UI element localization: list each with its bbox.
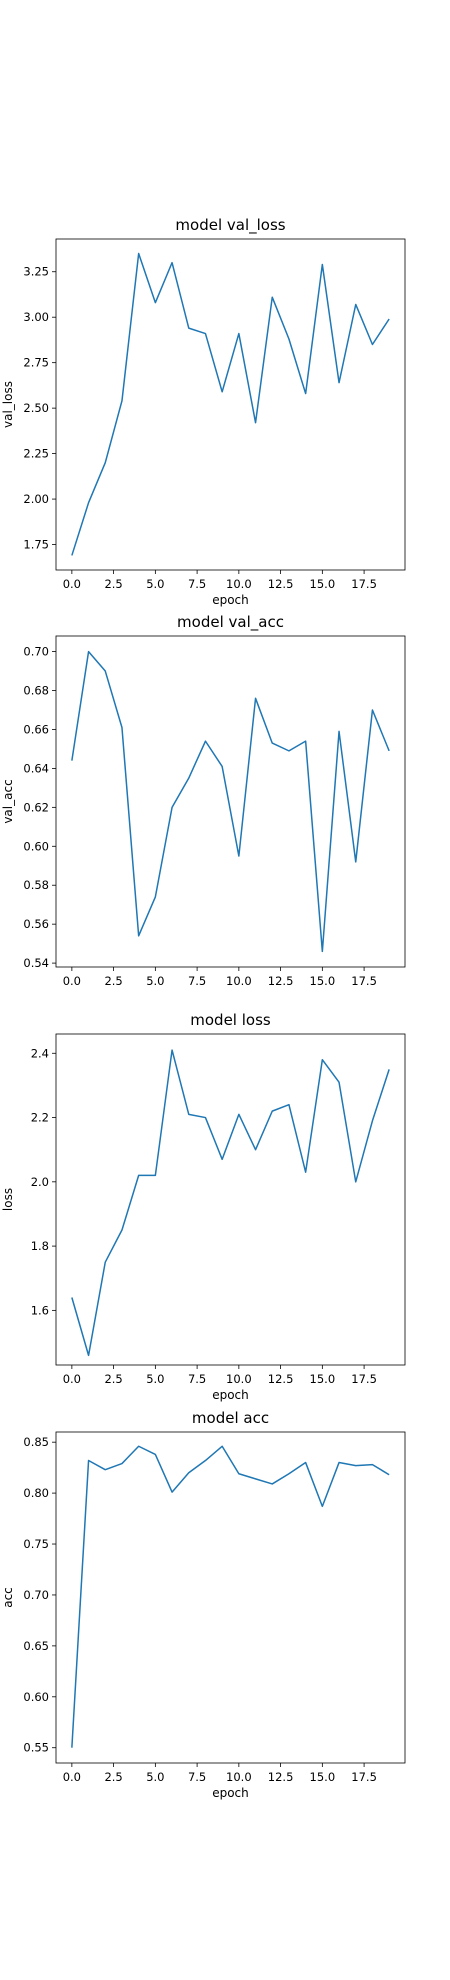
chart-title: model loss — [190, 1011, 271, 1029]
x-tick-label: 7.5 — [188, 1770, 206, 1784]
x-tick-label: 7.5 — [188, 1372, 206, 1386]
x-tick-label: 12.5 — [268, 577, 294, 591]
x-axis-label: epoch — [212, 1388, 249, 1402]
y-tick-label: 0.70 — [23, 645, 49, 659]
y-tick-label: 2.75 — [23, 356, 49, 370]
chart-2: 0.0 2.5 5.0 7.5 10.0 12.5 15.0 17.5 1.6 1.8 2.0 2.2… — [1, 1011, 406, 1402]
y-tick-label: 2.50 — [23, 401, 49, 415]
x-tick-label: 5.0 — [146, 974, 164, 988]
y-tick-label: 1.75 — [23, 538, 49, 552]
x-tick-label: 17.5 — [351, 974, 377, 988]
chart-3: 0.0 2.5 5.0 7.5 10.0 12.5 15.0 17.5 0.55 0.60 0.65… — [1, 1409, 406, 1800]
y-axis-label: val_loss — [1, 381, 15, 428]
series-line — [71, 1049, 390, 1357]
y-tick-label: 2.2 — [31, 1111, 49, 1125]
y-tick-label: 0.64 — [23, 761, 49, 775]
x-tick-label: 5.0 — [146, 577, 164, 591]
chart-title: model acc — [192, 1409, 269, 1427]
x-tick-label: 15.0 — [310, 1770, 336, 1784]
x-tick-label: 17.5 — [351, 1770, 377, 1784]
x-tick-label: 5.0 — [146, 1770, 164, 1784]
chart-1: 0.0 2.5 5.0 7.5 10.0 12.5 15.0 17.5 0.54 0.56 0.58… — [1, 613, 406, 988]
y-tick-label: 1.6 — [31, 1303, 49, 1317]
x-tick-label: 10.0 — [226, 1372, 252, 1386]
y-tick-label: 0.85 — [23, 1435, 49, 1449]
x-tick-label: 17.5 — [351, 577, 377, 591]
series-line — [71, 1445, 390, 1748]
series-line — [71, 650, 390, 953]
x-tick-label: 15.0 — [310, 577, 336, 591]
x-tick-label: 15.0 — [310, 1372, 336, 1386]
x-axis-label: epoch — [212, 593, 249, 607]
x-tick-label: 17.5 — [351, 1372, 377, 1386]
y-tick-label: 0.62 — [23, 800, 49, 814]
y-tick-label: 0.66 — [23, 722, 49, 736]
series-line — [71, 252, 390, 556]
x-tick-label: 0.0 — [63, 1770, 81, 1784]
chart-0: 0.0 2.5 5.0 7.5 10.0 12.5 15.0 17.5 1.75 2.00 2.25… — [1, 216, 406, 607]
y-tick-label: 0.55 — [23, 1741, 49, 1755]
x-tick-label: 2.5 — [104, 1372, 122, 1386]
y-tick-label: 2.4 — [31, 1046, 49, 1060]
x-tick-label: 5.0 — [146, 1372, 164, 1386]
x-tick-label: 15.0 — [310, 974, 336, 988]
x-tick-label: 12.5 — [268, 974, 294, 988]
y-tick-label: 2.00 — [23, 492, 49, 506]
x-tick-label: 10.0 — [226, 577, 252, 591]
plot-frame — [55, 238, 406, 571]
x-tick-label: 12.5 — [268, 1372, 294, 1386]
y-tick-label: 3.25 — [23, 265, 49, 279]
x-tick-label: 0.0 — [63, 577, 81, 591]
y-tick-label: 0.60 — [23, 1690, 49, 1704]
y-tick-label: 0.75 — [23, 1537, 49, 1551]
x-tick-label: 2.5 — [104, 1770, 122, 1784]
x-tick-label: 7.5 — [188, 577, 206, 591]
x-tick-label: 0.0 — [63, 974, 81, 988]
y-tick-label: 2.0 — [31, 1175, 49, 1189]
y-tick-label: 1.8 — [31, 1239, 49, 1253]
x-tick-label: 7.5 — [188, 974, 206, 988]
plot-frame — [55, 635, 406, 968]
y-tick-label: 0.80 — [23, 1486, 49, 1500]
y-tick-label: 3.00 — [23, 310, 49, 324]
x-tick-label: 10.0 — [226, 974, 252, 988]
x-tick-label: 2.5 — [104, 974, 122, 988]
plot-frame — [55, 1431, 406, 1764]
y-tick-label: 0.65 — [23, 1639, 49, 1653]
x-tick-label: 2.5 — [104, 577, 122, 591]
y-tick-label: 2.25 — [23, 447, 49, 461]
chart-title: model val_acc — [177, 613, 284, 632]
y-tick-label: 0.68 — [23, 684, 49, 698]
x-tick-label: 10.0 — [226, 1770, 252, 1784]
chart-title: model val_loss — [175, 216, 285, 235]
x-tick-label: 12.5 — [268, 1770, 294, 1784]
y-tick-label: 0.58 — [23, 878, 49, 892]
x-tick-label: 0.0 — [63, 1372, 81, 1386]
y-tick-label: 0.70 — [23, 1588, 49, 1602]
y-tick-label: 0.54 — [23, 956, 49, 970]
x-axis-label: epoch — [212, 1786, 249, 1800]
y-tick-label: 0.60 — [23, 839, 49, 853]
y-axis-label: loss — [1, 1188, 15, 1211]
y-axis-label: acc — [1, 1587, 15, 1608]
y-axis-label: val_acc — [1, 779, 15, 823]
plot-frame — [55, 1033, 406, 1366]
y-tick-label: 0.56 — [23, 917, 49, 931]
